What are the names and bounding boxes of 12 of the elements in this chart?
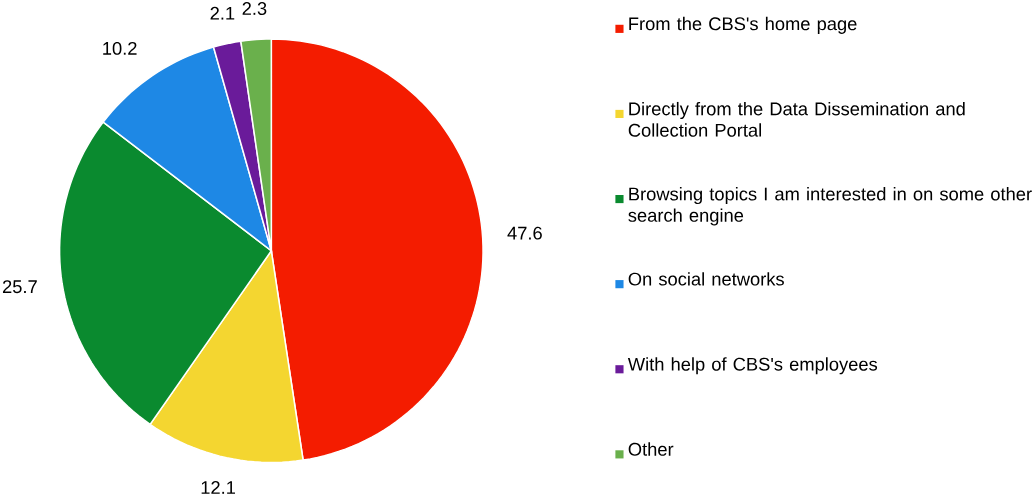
- legend-label: From the CBS's home page: [629, 16, 857, 34]
- data-label: 12.1: [201, 481, 236, 494]
- legend-label: Other: [628, 442, 674, 456]
- data-label: 2.3: [242, 2, 267, 16]
- legend-label: Browsing topics I am interested in on some other search engine: [628, 187, 1032, 226]
- legend-label: With help of CBS's employees: [627, 357, 878, 375]
- data-label: 2.1: [210, 6, 235, 20]
- data-label: 47.6: [507, 226, 542, 240]
- legend-label: Directly from the Data Dissemination and Collection Portal: [628, 102, 965, 137]
- data-label: 25.7: [2, 280, 37, 294]
- data-label: 10.2: [103, 41, 137, 55]
- legend-label: On social networks: [628, 272, 784, 286]
